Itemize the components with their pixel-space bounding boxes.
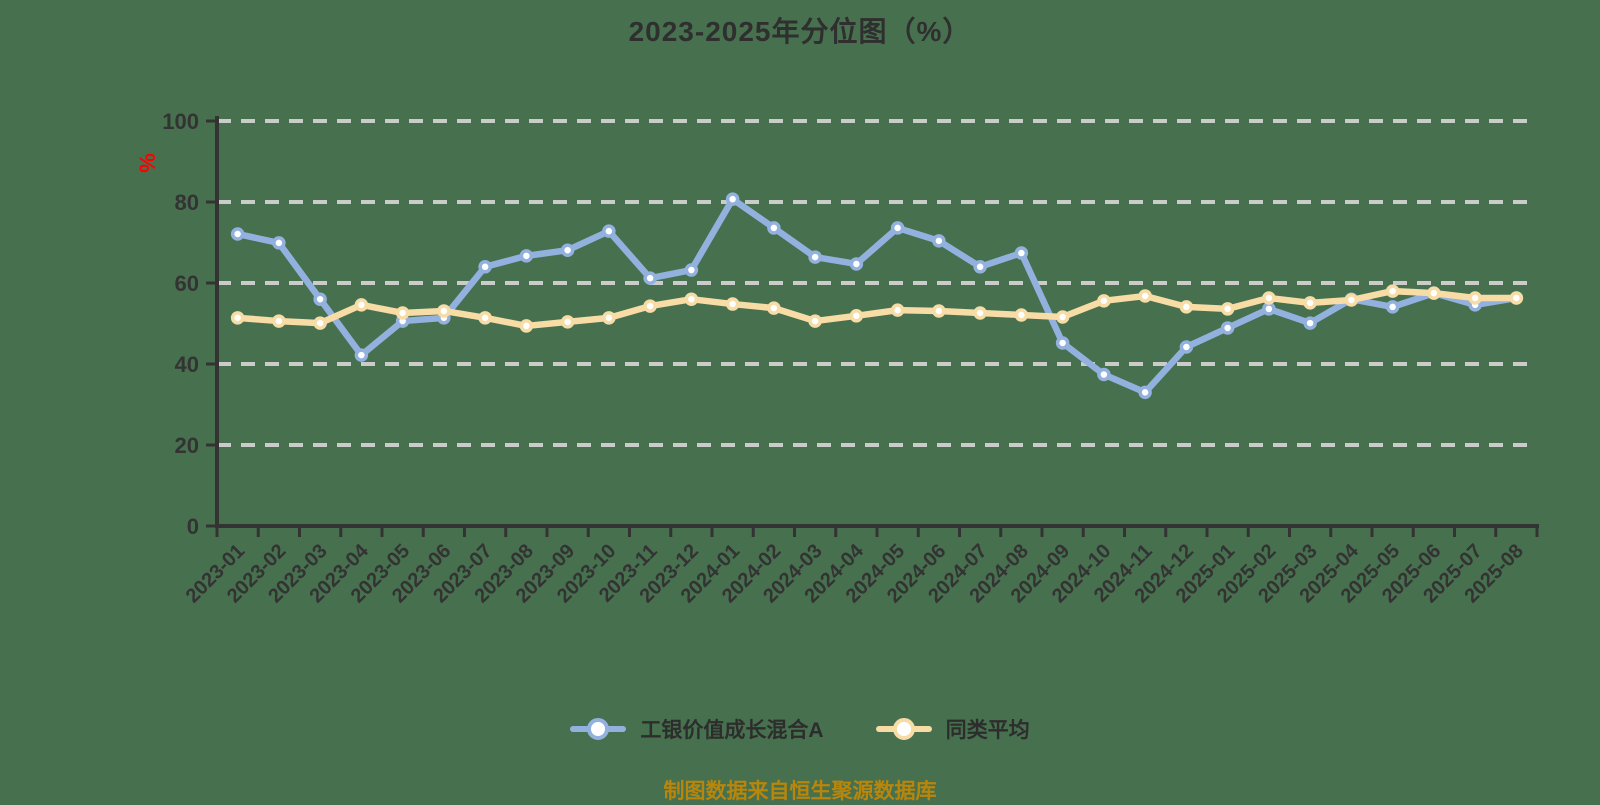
data-point-marker bbox=[1344, 293, 1359, 307]
data-point-marker bbox=[437, 304, 451, 318]
data-point-marker bbox=[1014, 308, 1029, 322]
data-point-marker bbox=[932, 234, 946, 248]
legend-line-marker-icon bbox=[875, 717, 932, 741]
data-point-marker bbox=[1468, 291, 1482, 305]
data-point-marker bbox=[602, 311, 616, 325]
data-point-marker bbox=[1220, 321, 1235, 335]
data-point-marker bbox=[1385, 300, 1400, 314]
data-point-marker bbox=[272, 314, 286, 328]
data-point-marker bbox=[519, 319, 534, 333]
legend-item-peer-average[interactable]: 同类平均 bbox=[875, 714, 1030, 744]
data-point-marker bbox=[1179, 340, 1194, 354]
data-point-marker bbox=[973, 306, 987, 320]
y-axis-tick-label: 80 bbox=[175, 190, 199, 215]
data-point-marker bbox=[354, 298, 369, 312]
data-point-marker bbox=[313, 316, 327, 330]
data-point-marker bbox=[808, 250, 822, 264]
legend-label-fund: 工银价值成长混合A bbox=[640, 719, 824, 742]
legend-circle-icon bbox=[587, 718, 610, 740]
data-point-marker bbox=[395, 306, 410, 320]
data-point-marker bbox=[1138, 385, 1152, 400]
data-point-marker bbox=[560, 243, 575, 257]
data-point-marker bbox=[643, 271, 657, 285]
data-point-marker bbox=[602, 224, 616, 238]
series-line-peer-average bbox=[234, 287, 1520, 330]
y-axis-tick-label: 40 bbox=[175, 352, 199, 377]
data-point-marker bbox=[767, 301, 781, 315]
data-point-marker bbox=[1509, 291, 1524, 305]
percentile-line-chart: 0204060801002023-012023-022023-032023-04… bbox=[162, 109, 1539, 607]
data-point-marker bbox=[808, 314, 822, 328]
legend-circle-icon bbox=[892, 718, 915, 740]
data-point-marker bbox=[478, 260, 492, 274]
data-point-marker bbox=[932, 304, 946, 318]
data-point-marker bbox=[684, 263, 699, 277]
data-point-marker bbox=[1303, 316, 1317, 330]
data-point-marker bbox=[230, 227, 245, 241]
legend-item-fund[interactable]: 工银价值成长混合A bbox=[570, 714, 824, 744]
legend-label-peer-average: 同类平均 bbox=[945, 719, 1030, 742]
y-axis-tick-label: 60 bbox=[175, 271, 199, 296]
data-point-marker bbox=[1303, 296, 1317, 310]
data-point-marker bbox=[354, 348, 369, 362]
data-point-marker bbox=[849, 309, 864, 323]
data-point-marker bbox=[973, 260, 987, 274]
data-point-marker bbox=[643, 299, 657, 313]
y-axis-tick-label: 20 bbox=[175, 433, 199, 458]
y-axis-tick-label: 0 bbox=[187, 514, 199, 539]
legend: 工银价值成长混合A 同类平均 bbox=[0, 714, 1600, 744]
y-axis-tick-label: 100 bbox=[162, 109, 199, 134]
data-point-marker bbox=[313, 292, 327, 306]
data-point-marker bbox=[890, 303, 905, 317]
chart-title: 2023-2025年分位图（%） bbox=[628, 16, 972, 47]
data-point-marker bbox=[230, 311, 245, 325]
data-point-marker bbox=[1262, 302, 1276, 316]
legend-line-marker-icon bbox=[570, 717, 627, 741]
data-point-marker bbox=[560, 315, 575, 329]
data-point-marker bbox=[272, 236, 286, 250]
data-point-marker bbox=[767, 221, 781, 235]
data-point-marker bbox=[684, 292, 699, 306]
data-point-marker bbox=[1055, 336, 1070, 350]
data-point-marker bbox=[1385, 284, 1400, 298]
data-point-marker bbox=[1220, 302, 1235, 316]
data-point-marker bbox=[849, 257, 864, 271]
data-point-marker bbox=[1179, 300, 1194, 314]
data-point-marker bbox=[1014, 246, 1029, 260]
data-point-marker bbox=[1055, 310, 1070, 324]
data-point-marker bbox=[1427, 286, 1441, 300]
data-source-note: 制图数据来自恒生聚源数据库 bbox=[663, 780, 937, 803]
data-point-marker bbox=[1097, 367, 1111, 382]
data-point-marker bbox=[725, 192, 740, 206]
data-point-marker bbox=[478, 311, 492, 325]
data-point-marker bbox=[519, 249, 534, 263]
data-point-marker bbox=[725, 297, 740, 311]
data-point-marker bbox=[1138, 289, 1152, 303]
data-point-marker bbox=[890, 221, 905, 235]
data-point-marker bbox=[1262, 291, 1276, 305]
data-point-marker bbox=[1097, 294, 1111, 308]
